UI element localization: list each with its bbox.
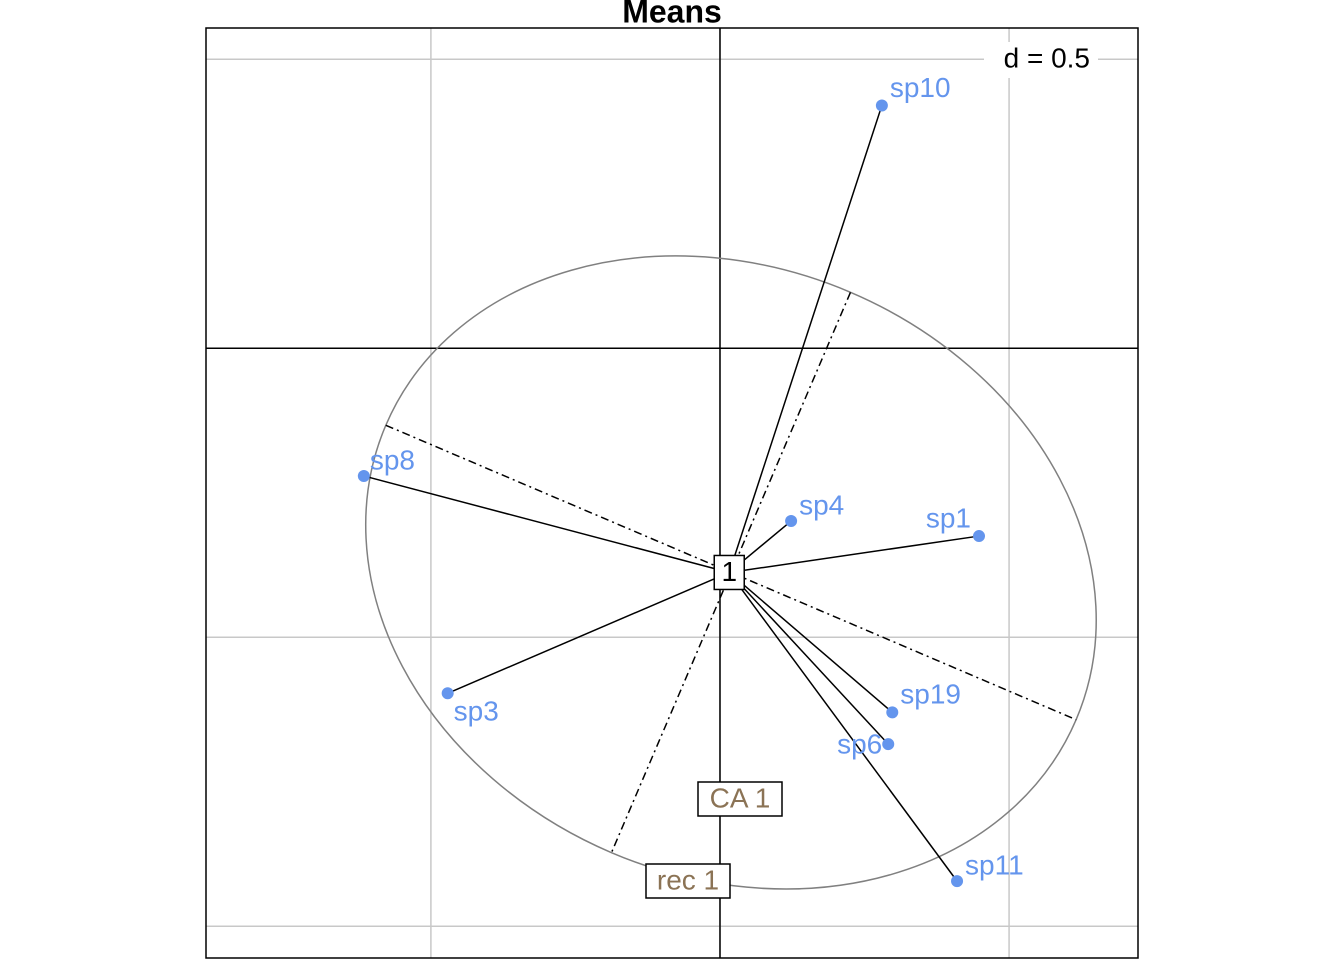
point bbox=[441, 687, 454, 700]
chart-title: Means bbox=[622, 0, 722, 29]
star-segment bbox=[447, 571, 730, 694]
point-label: sp19 bbox=[900, 679, 961, 710]
star-segment bbox=[363, 475, 730, 574]
axis-label-box bbox=[645, 863, 731, 899]
scale-box bbox=[984, 42, 1098, 78]
point-label: sp8 bbox=[370, 444, 415, 475]
point-label: sp6 bbox=[837, 729, 882, 760]
point-label: sp11 bbox=[965, 850, 1024, 881]
point bbox=[357, 469, 370, 482]
center-box bbox=[713, 554, 745, 591]
center-label: 1 bbox=[721, 556, 737, 587]
grid bbox=[206, 28, 1138, 958]
point-label: sp4 bbox=[799, 489, 844, 520]
point bbox=[886, 706, 899, 719]
plot-frame bbox=[205, 27, 1139, 959]
point bbox=[973, 530, 986, 543]
point bbox=[785, 515, 798, 528]
ellipse-major-axis bbox=[385, 424, 1077, 721]
axis-label-box bbox=[697, 781, 783, 817]
star-segment bbox=[728, 571, 889, 745]
point bbox=[875, 99, 888, 112]
axis-label: rec 1 bbox=[657, 864, 719, 895]
star-segment bbox=[729, 535, 980, 574]
point-label: sp10 bbox=[890, 72, 951, 103]
star-segment bbox=[728, 571, 893, 713]
point bbox=[882, 738, 895, 751]
scale-label: d = 0.5 bbox=[1004, 42, 1090, 73]
ellipse-minor-axis bbox=[610, 291, 852, 853]
point bbox=[951, 875, 964, 888]
point-label: sp1 bbox=[926, 502, 971, 533]
plot-area bbox=[206, 28, 1138, 958]
star-segment bbox=[728, 105, 883, 573]
marks: sp10 sp8 sp4 sp1 sp3 sp19 sp6 sp11 1 CA 1 rec 1 bbox=[357, 72, 1097, 899]
point-label: sp3 bbox=[454, 696, 499, 727]
axis-label: CA 1 bbox=[710, 782, 771, 813]
star-segment bbox=[728, 572, 958, 882]
